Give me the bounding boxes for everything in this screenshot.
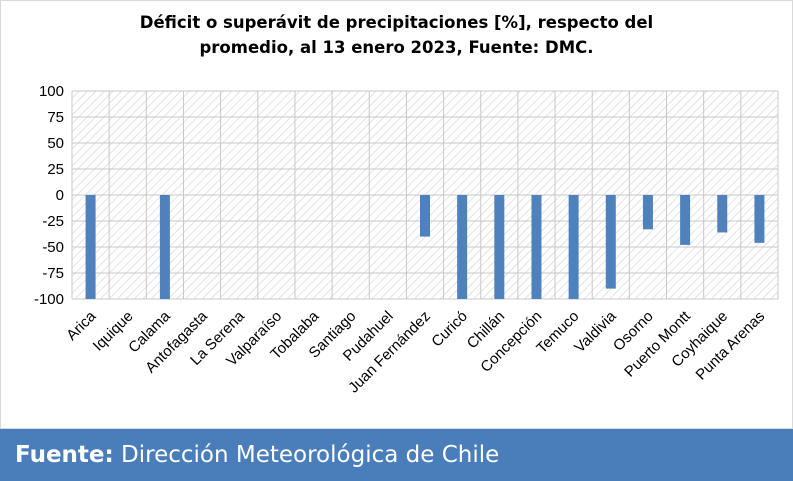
bar	[642, 195, 653, 230]
bar-chart: 100 75 50 25 0 -25 -50 -75 -100 AricaIquiqueCala…	[34, 83, 779, 396]
y-axis: 100 75 50 25 0 -25 -50 -75 -100	[34, 83, 64, 308]
y-tick-label: 100	[39, 83, 64, 100]
footer-label: Fuente:	[15, 442, 114, 468]
bar	[85, 195, 96, 299]
footer-text: Fuente: Dirección Meteorológica de Chile	[15, 442, 499, 468]
chart-title-line-2: promedio, al 13 enero 2023, Fuente: DMC.	[199, 38, 594, 57]
y-tick-label: 50	[47, 135, 64, 152]
source-footer: Fuente: Dirección Meteorológica de Chile	[0, 429, 793, 481]
y-tick-label: 75	[47, 109, 64, 126]
y-tick-label: -25	[42, 213, 64, 230]
footer-source: Dirección Meteorológica de Chile	[121, 442, 500, 468]
y-tick-label: -50	[42, 239, 64, 256]
y-tick-label: -75	[42, 265, 64, 282]
bar	[717, 195, 728, 233]
x-tick-label: Valdivia	[571, 307, 620, 356]
bar	[494, 195, 505, 299]
chart-title: Déficit o superávit de precipitaciones […	[0, 10, 793, 60]
bar	[531, 195, 542, 299]
y-tick-label: 0	[56, 187, 64, 204]
bar	[605, 195, 616, 289]
bar-series	[85, 195, 765, 299]
bar	[754, 195, 765, 243]
x-tick-label: Curicó	[428, 308, 471, 351]
bar	[159, 195, 170, 299]
bar	[420, 195, 430, 237]
gridlines	[71, 90, 779, 300]
bar	[457, 195, 468, 299]
y-tick-label: 25	[47, 161, 64, 178]
bar	[568, 195, 579, 299]
y-tick-label: -100	[34, 291, 64, 308]
chart-title-line-1: Déficit o superávit de precipitaciones […	[139, 13, 654, 32]
bar	[680, 195, 691, 245]
